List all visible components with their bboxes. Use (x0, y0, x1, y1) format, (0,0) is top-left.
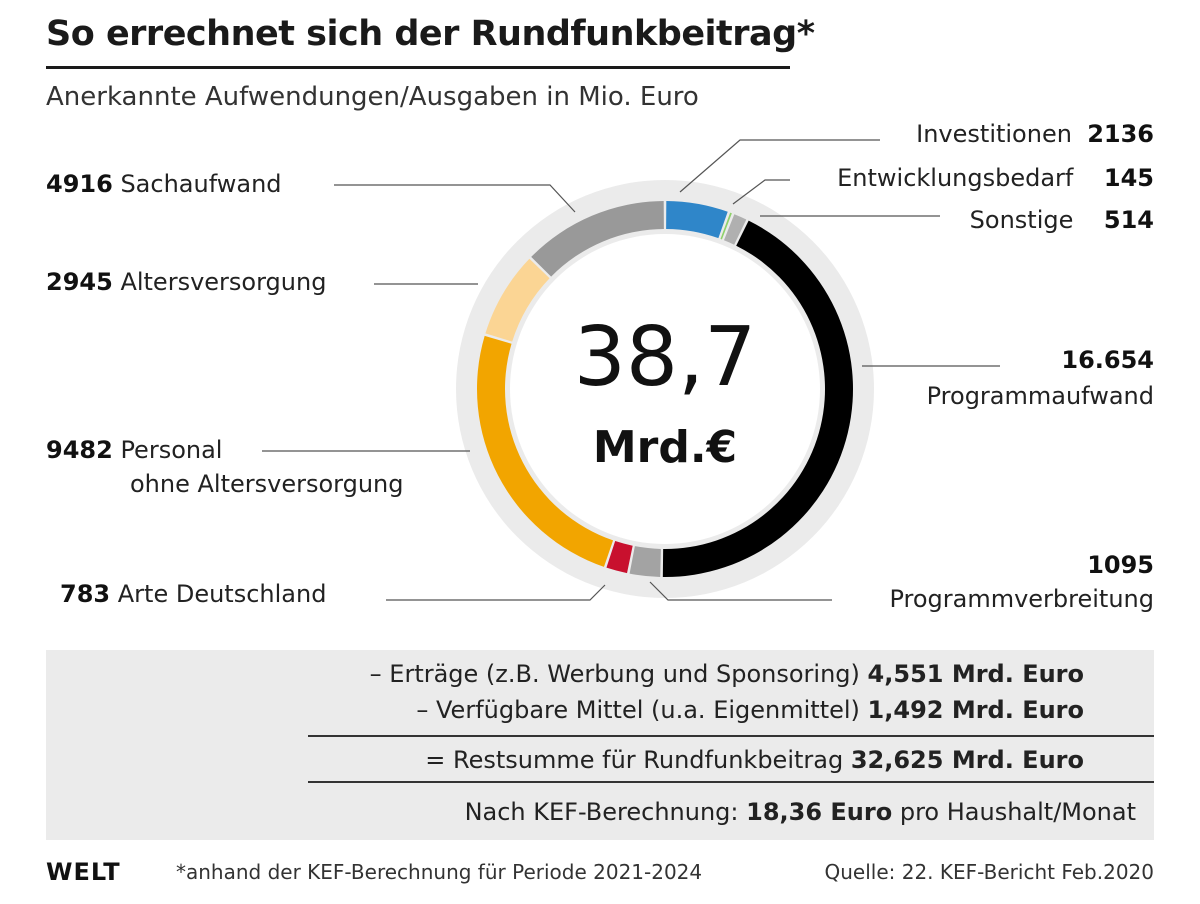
footnote: *anhand der KEF-Berechnung für Periode 2… (176, 860, 703, 884)
summary-mittel: – Verfügbare Mittel (u.a. Eigenmittel) 1… (416, 696, 1084, 724)
summary-restsumme-text: = Restsumme für Rundfunkbeitrag (425, 746, 844, 774)
donut-chart (262, 139, 1000, 601)
chart-subtitle: Anerkannte Aufwendungen/Ausgaben in Mio.… (46, 82, 699, 112)
label-sonstige-name: Sonstige (969, 206, 1074, 234)
donut-slices (477, 201, 853, 577)
summary-box: – Erträge (z.B. Werbung und Sponsoring) … (46, 650, 1154, 840)
label-sonstige-value: 514 (1103, 206, 1154, 234)
label-personal-value: 9482 (46, 436, 113, 464)
label-programmverbreitung-name: Programmverbreitung (889, 585, 1154, 613)
center-total-unit: Mrd.€ (592, 422, 738, 473)
label-programmverbreitung-value: 1095 (1087, 551, 1154, 579)
label-investitionen-value: 2136 (1087, 120, 1154, 148)
summary-restsumme: = Restsumme für Rundfunkbeitrag 32,625 M… (425, 746, 1084, 774)
chart-title: So errechnet sich der Rundfunkbeitrag* (46, 14, 815, 54)
label-programmaufwand-name: Programmaufwand (926, 382, 1154, 410)
summary-kef-prefix: Nach KEF-Berechnung: (464, 798, 739, 826)
label-sonstige: Sonstige 514 (970, 206, 1154, 234)
label-arte: 783 Arte Deutschland (60, 580, 326, 608)
source-note: Quelle: 22. KEF-Bericht Feb.2020 (824, 860, 1154, 884)
donut-slice-investitionen (666, 201, 728, 239)
donut-slice-arte-deutschland (606, 541, 633, 574)
donut-slice-sachaufwand (531, 201, 664, 277)
label-programmaufwand-value: 16.654 (1061, 346, 1154, 374)
label-arte-value: 783 (60, 580, 111, 608)
label-personal-name-line1: Personal (120, 436, 223, 464)
summary-ertraege-value: 4,551 Mrd. Euro (867, 660, 1084, 688)
welt-logo: WELT (46, 858, 121, 886)
leader-programmverbreitung (649, 581, 832, 601)
leader-arte (386, 584, 606, 601)
summary-mittel-text: – Verfügbare Mittel (u.a. Eigenmittel) (416, 696, 860, 724)
summary-restsumme-value: 32,625 Mrd. Euro (850, 746, 1084, 774)
summary-ertraege-text: – Erträge (z.B. Werbung und Sponsoring) (369, 660, 860, 688)
center-total-value: 38,7 (573, 310, 757, 405)
donut-inner-hole (510, 234, 820, 544)
leader-lines (262, 139, 1000, 601)
donut-slice-programmaufwand (662, 220, 853, 577)
label-investitionen: Investitionen 2136 (916, 120, 1154, 148)
summary-kef-suffix: pro Haushalt/Monat (899, 798, 1136, 826)
label-altersversorgung-name: Altersversorgung (120, 268, 327, 296)
donut-slice-personal-ohne-altersversorgung (477, 335, 614, 567)
label-entwicklungsbedarf-name: Entwicklungsbedarf (837, 164, 1074, 192)
donut-slice-entwicklungsbedarf (720, 212, 732, 240)
summary-kef-value: 18,36 Euro (746, 798, 893, 826)
label-altersversorgung-value: 2945 (46, 268, 113, 296)
summary-ertraege: – Erträge (z.B. Werbung und Sponsoring) … (370, 660, 1084, 688)
title-underline (46, 66, 790, 69)
summary-divider-2 (308, 781, 1154, 783)
label-sachaufwand-name: Sachaufwand (120, 170, 282, 198)
label-sachaufwand: 4916 Sachaufwand (46, 170, 282, 198)
summary-divider-1 (308, 735, 1154, 737)
donut-slice-altersversorgung (485, 258, 550, 342)
label-entwicklungsbedarf: Entwicklungsbedarf 145 (837, 164, 1154, 192)
summary-kef: Nach KEF-Berechnung: 18,36 Euro pro Haus… (465, 798, 1136, 826)
label-sachaufwand-value: 4916 (46, 170, 113, 198)
leader-investitionen (679, 139, 880, 193)
label-personal-name-line2: ohne Altersversorgung (130, 470, 404, 498)
donut-slice-sonstige (723, 214, 747, 245)
label-altersversorgung: 2945 Altersversorgung (46, 268, 326, 296)
label-arte-name: Arte Deutschland (117, 580, 327, 608)
leader-sachaufwand (334, 184, 576, 213)
donut-slice-programmverbreitung (629, 546, 661, 577)
summary-mittel-value: 1,492 Mrd. Euro (867, 696, 1084, 724)
label-investitionen-name: Investitionen (916, 120, 1072, 148)
label-entwicklungsbedarf-value: 145 (1103, 164, 1154, 192)
label-personal: 9482 Personal (46, 436, 222, 464)
leader-entwicklungsbedarf (732, 179, 790, 205)
